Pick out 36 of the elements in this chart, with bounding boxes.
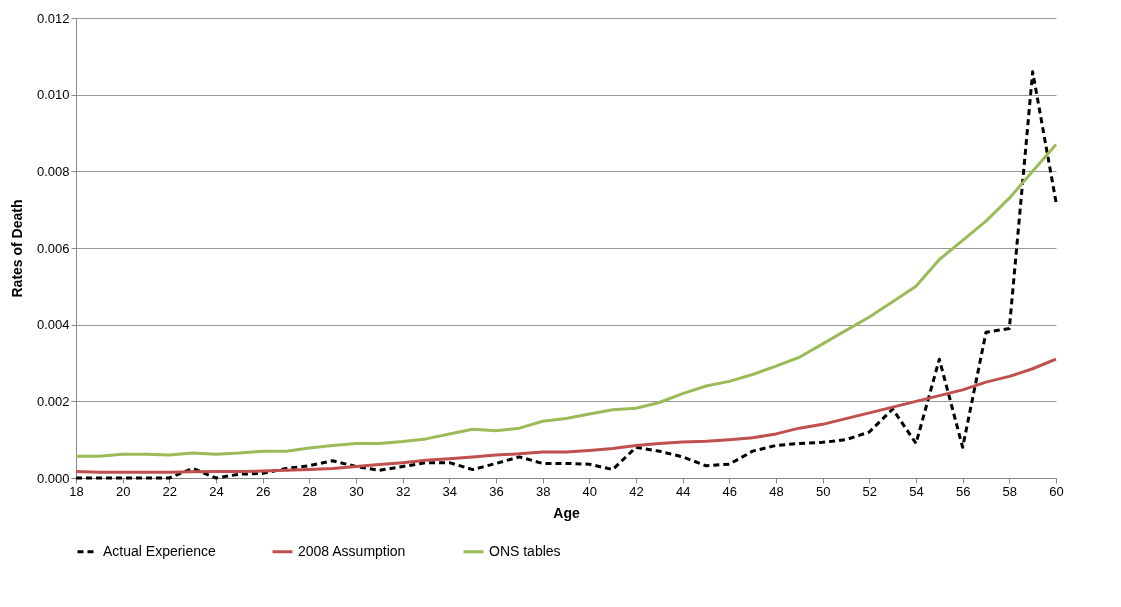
- x-tick-label: 18: [69, 483, 84, 499]
- x-tick-label: 26: [255, 483, 271, 499]
- y-tick-label: 0.006: [36, 240, 70, 256]
- x-tick-label: 54: [909, 483, 924, 499]
- x-tick-label: 20: [115, 483, 131, 499]
- y-axis-title: Rates of Death: [8, 199, 25, 298]
- y-tick-label: 0.004: [36, 317, 70, 333]
- x-tick-label: 30: [349, 483, 364, 499]
- y-tick-label: 0.002: [36, 393, 70, 409]
- x-tick-label: 40: [582, 483, 598, 499]
- x-tick-label: 46: [722, 483, 738, 499]
- x-tick-label: 42: [629, 483, 644, 499]
- x-tick-label: 38: [535, 483, 551, 499]
- x-tick-label: 50: [815, 483, 831, 499]
- line-series: [74, 143, 1058, 458]
- legend-label: 2008 Assumption: [298, 542, 406, 559]
- y-tick-label: 0.008: [36, 163, 70, 179]
- x-axis-title: Age: [553, 504, 580, 521]
- x-tick-label: 32: [395, 483, 411, 499]
- y-tick-label: 0.010: [36, 87, 70, 103]
- x-tick-label: 44: [675, 483, 691, 499]
- x-tick-label: 52: [862, 483, 878, 499]
- line-series: [74, 357, 1058, 474]
- x-tick-label: 28: [302, 483, 318, 499]
- legend-label: ONS tables: [489, 542, 561, 559]
- legend-label: Actual Experience: [103, 542, 217, 559]
- x-tick-label: 22: [162, 483, 178, 499]
- y-tick-label: 0.012: [36, 10, 70, 26]
- x-tick-label: 34: [442, 483, 458, 499]
- x-tick-label: 24: [209, 483, 224, 499]
- x-tick-label: 60: [1049, 483, 1064, 499]
- x-tick-label: 58: [1002, 483, 1018, 499]
- x-tick-label: 48: [769, 483, 784, 499]
- y-tick-label: 0.000: [36, 470, 70, 486]
- x-tick-label: 36: [489, 483, 504, 499]
- x-tick-label: 56: [955, 483, 971, 499]
